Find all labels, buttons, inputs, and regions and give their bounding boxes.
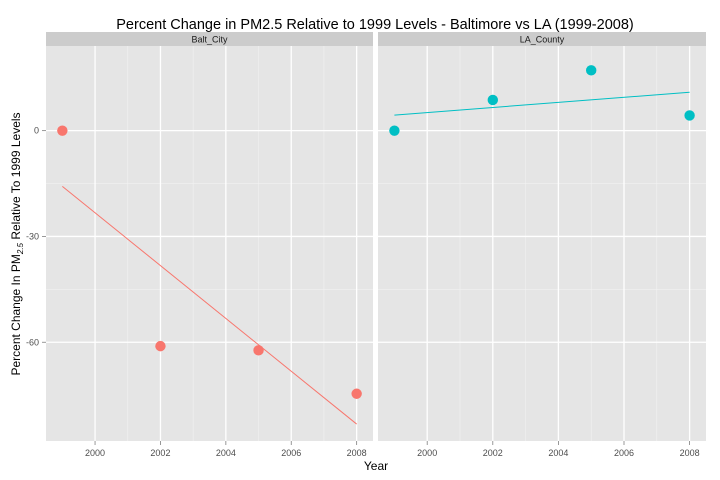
data-point xyxy=(389,125,400,136)
x-tick-label: 2004 xyxy=(216,448,236,458)
y-axis-title-prefix: Percent Change In PM xyxy=(9,254,23,375)
data-point xyxy=(487,94,498,106)
y-tick-label: -30 xyxy=(26,231,39,241)
panels: Balt_City 2000 2002 2004 2006 2008 0 -30 -60 LA_C… xyxy=(26,32,706,458)
x-tick-label: 2004 xyxy=(548,448,568,458)
data-point xyxy=(253,345,264,356)
y-axis-title: Percent Change In PM2.5 Relative To 1999… xyxy=(9,112,25,375)
x-tick-label: 2000 xyxy=(85,448,105,458)
x-tick-label: 2006 xyxy=(614,448,634,458)
y-tick-label: -60 xyxy=(26,337,39,347)
x-tick-label: 2008 xyxy=(347,448,367,458)
trend-line xyxy=(394,91,690,116)
chart-title: Percent Change in PM2.5 Relative to 1999… xyxy=(116,17,633,33)
x-tick-label: 2000 xyxy=(417,448,437,458)
facet-strip xyxy=(46,32,373,46)
x-axis-title: Year xyxy=(364,459,388,473)
facet-strip xyxy=(378,32,706,46)
data-point xyxy=(155,340,166,352)
panel-Balt_City: Balt_City 2000 2002 2004 2006 2008 0 -30 -60 xyxy=(26,32,373,458)
plot-background xyxy=(46,46,373,441)
y-axis-title-suffix: Relative To 1999 Levels xyxy=(9,112,23,243)
x-tick-label: 2008 xyxy=(680,448,700,458)
x-tick-label: 2002 xyxy=(483,448,503,458)
facet-label: LA_County xyxy=(520,35,565,45)
x-tick-label: 2006 xyxy=(281,448,301,458)
y-axis-title-subscript: 2.5 xyxy=(16,242,25,255)
data-point xyxy=(57,125,68,136)
facet-label: Balt_City xyxy=(191,35,228,45)
panel-LA_County: LA_County 2000 2002 2004 2006 2008 xyxy=(378,32,706,458)
data-point xyxy=(586,65,597,76)
data-point xyxy=(684,110,695,121)
x-tick-label: 2002 xyxy=(150,448,170,458)
trend-line xyxy=(62,185,357,425)
data-point xyxy=(351,388,362,399)
y-tick-label: 0 xyxy=(34,126,39,136)
